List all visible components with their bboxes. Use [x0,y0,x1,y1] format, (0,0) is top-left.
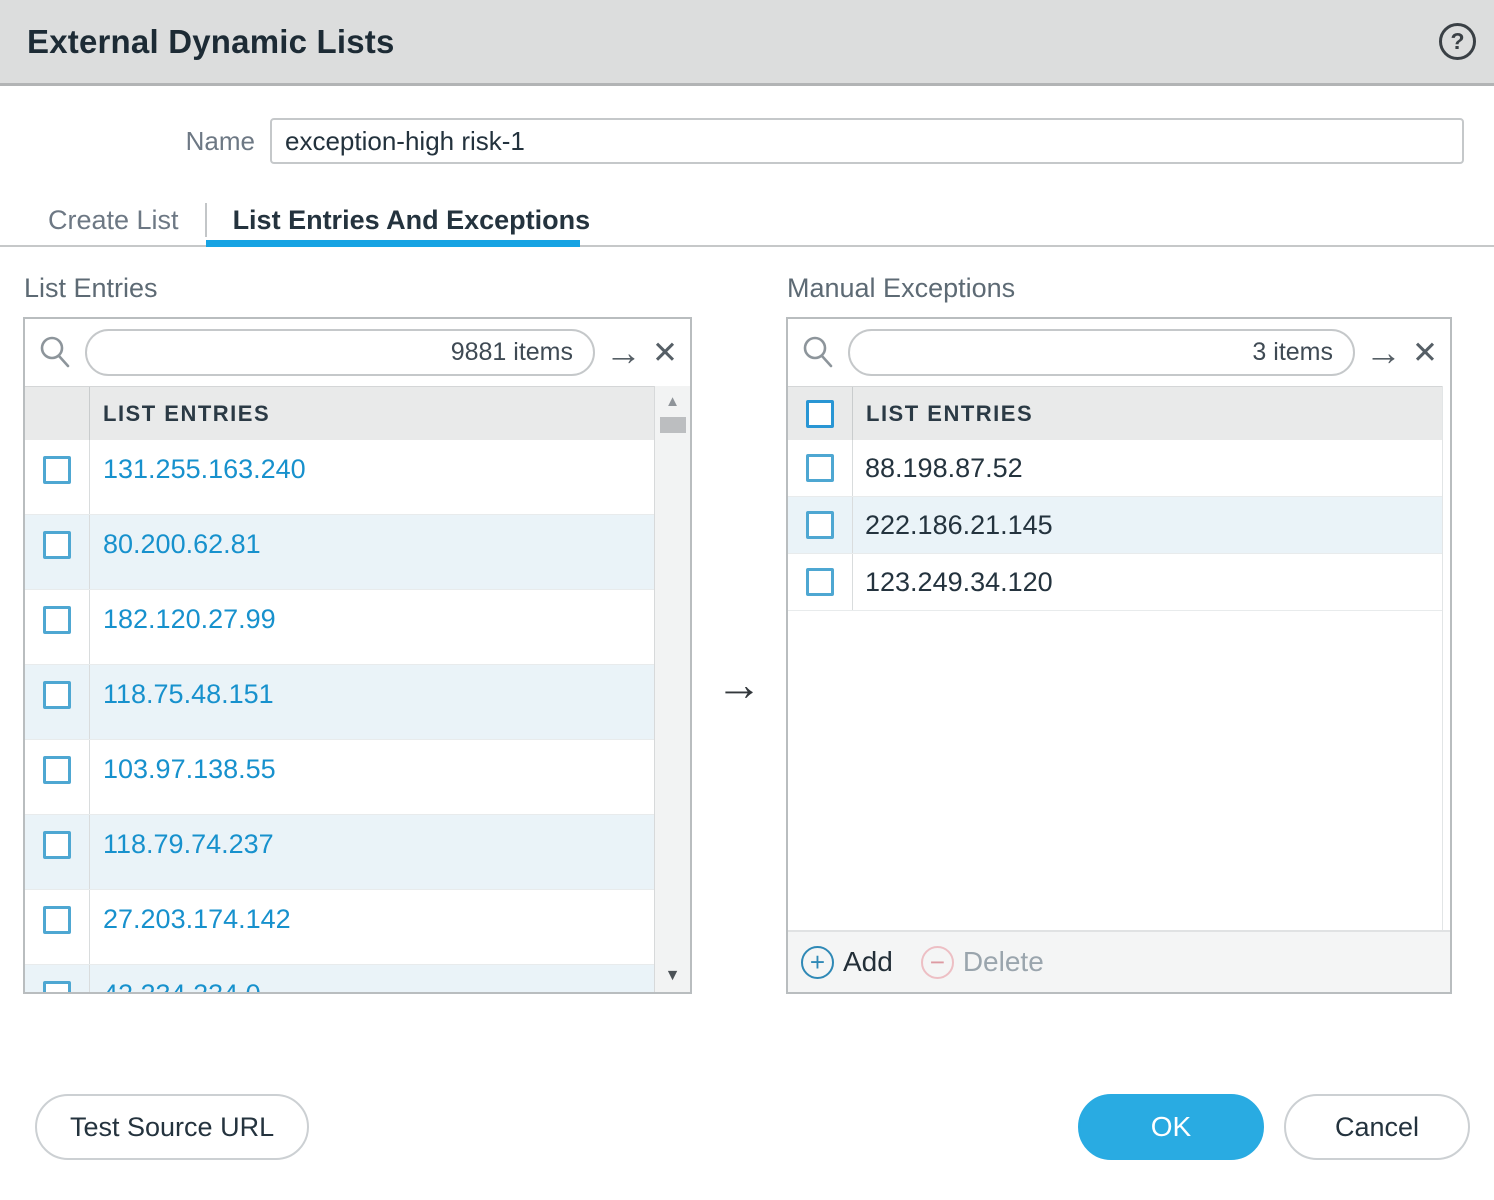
tab-list-entries-and-exceptions[interactable]: List Entries And Exceptions [233,193,591,247]
list-entry-row: 103.97.138.55 [25,740,654,815]
list-entry-value[interactable]: 103.97.138.55 [90,740,276,814]
row-checkbox[interactable] [43,831,71,859]
list-entries-rows: 131.255.163.240 80.200.62.81 182.120.27.… [25,440,654,992]
confirm-actions: OK Cancel [1078,1094,1470,1160]
exception-row: 123.249.34.120 [788,554,1442,611]
row-checkbox[interactable] [806,568,834,596]
list-entries-table: LIST ENTRIES 131.255.163.240 80.200.62.8… [25,386,690,992]
scrollbar[interactable]: ▲ ▼ [654,386,690,992]
manual-exceptions-table-main: LIST ENTRIES 88.198.87.52 222.186.21.145 [788,386,1443,930]
list-entries-heading: List Entries [24,273,692,304]
list-entry-row: 182.120.27.99 [25,590,654,665]
add-label: Add [843,946,893,978]
exception-value: 222.186.21.145 [853,510,1053,541]
panels-area: List Entries 9881 items → ✕ [23,273,1494,994]
tab-separator [205,203,207,237]
list-entry-row: 131.255.163.240 [25,440,654,515]
row-checkbox[interactable] [43,606,71,634]
list-entries-filter-field: 9881 items [85,329,595,376]
add-button[interactable]: + Add [801,946,893,979]
select-all-checkbox[interactable] [806,400,834,428]
row-checkbox[interactable] [43,906,71,934]
exception-row: 88.198.87.52 [788,440,1442,497]
name-row: Name [0,118,1494,164]
scrollbar-thumb[interactable] [660,417,686,433]
clear-filter-icon[interactable]: ✕ [652,337,678,368]
manual-exceptions-panel: 3 items → ✕ LIST ENTRIES 88.198.87.52 [786,317,1452,994]
test-source-url-button[interactable]: Test Source URL [35,1094,309,1160]
transfer-arrow-icon: → [692,273,786,994]
search-icon [37,334,75,372]
list-entries-search-row: 9881 items → ✕ [25,319,690,386]
row-checkbox[interactable] [43,981,71,992]
scroll-up-icon[interactable]: ▲ [665,394,680,409]
row-checkbox[interactable] [806,454,834,482]
row-checkbox[interactable] [806,511,834,539]
list-entry-value[interactable]: 42.234.234.0 [90,965,261,992]
ok-button[interactable]: OK [1078,1094,1264,1160]
add-icon: + [801,946,834,979]
apply-filter-icon[interactable]: → [1365,334,1402,371]
row-checkbox[interactable] [43,531,71,559]
tab-bar: Create List List Entries And Exceptions [0,193,1494,247]
list-entries-count: 9881 items [451,338,573,367]
tab-create-list[interactable]: Create List [48,205,179,236]
list-entries-panel: 9881 items → ✕ LIST ENTRIES [23,317,692,994]
manual-exceptions-count: 3 items [1252,338,1333,367]
manual-exceptions-filter-input[interactable] [870,337,1252,368]
row-checkbox[interactable] [43,456,71,484]
exception-row: 222.186.21.145 [788,497,1442,554]
dialog-titlebar: External Dynamic Lists ? [0,0,1494,86]
list-entry-value[interactable]: 118.79.74.237 [90,815,274,889]
row-checkbox[interactable] [43,681,71,709]
list-entries-table-main: LIST ENTRIES 131.255.163.240 80.200.62.8… [25,386,654,992]
manual-exceptions-section: Manual Exceptions 3 items → ✕ [786,273,1452,994]
manual-exceptions-search-row: 3 items → ✕ [788,319,1450,386]
list-entry-value[interactable]: 131.255.163.240 [90,440,306,514]
exception-value: 88.198.87.52 [853,453,1023,484]
external-dynamic-lists-dialog: External Dynamic Lists ? Name Create Lis… [0,0,1494,1160]
delete-label: Delete [963,946,1044,978]
name-label: Name [0,126,270,157]
dialog-actions: Test Source URL OK Cancel [0,1094,1494,1160]
cancel-button[interactable]: Cancel [1284,1094,1470,1160]
list-entries-header-row: LIST ENTRIES [25,386,654,440]
apply-filter-icon[interactable]: → [605,334,642,371]
list-entry-row: 27.203.174.142 [25,890,654,965]
list-entry-value[interactable]: 80.200.62.81 [90,515,261,589]
clear-filter-icon[interactable]: ✕ [1412,337,1438,368]
list-entries-column-header: LIST ENTRIES [90,401,270,427]
row-checkbox[interactable] [43,756,71,784]
manual-exceptions-footer: + Add − Delete [788,930,1450,992]
exception-value: 123.249.34.120 [853,567,1053,598]
list-entry-row: 118.75.48.151 [25,665,654,740]
list-entry-value[interactable]: 182.120.27.99 [90,590,276,664]
help-glyph: ? [1450,28,1464,55]
list-entry-value[interactable]: 27.203.174.142 [90,890,291,964]
delete-icon: − [921,946,954,979]
manual-exceptions-heading: Manual Exceptions [787,273,1452,304]
scroll-down-icon[interactable]: ▼ [665,968,681,984]
list-entries-section: List Entries 9881 items → ✕ [23,273,692,994]
list-entry-row: 118.79.74.237 [25,815,654,890]
list-entry-row: 42.234.234.0 [25,965,654,992]
list-entry-value[interactable]: 118.75.48.151 [90,665,274,739]
list-entries-filter-input[interactable] [107,337,451,368]
manual-exceptions-header-row: LIST ENTRIES [788,386,1442,440]
manual-exceptions-column-header: LIST ENTRIES [853,401,1033,427]
name-input[interactable] [270,118,1464,164]
list-entry-row: 80.200.62.81 [25,515,654,590]
manual-exceptions-filter-field: 3 items [848,329,1355,376]
help-icon[interactable]: ? [1439,23,1476,60]
search-icon [800,334,838,372]
manual-exceptions-rows: 88.198.87.52 222.186.21.145 123.249.34.1… [788,440,1442,930]
page-title: External Dynamic Lists [27,23,395,61]
delete-button[interactable]: − Delete [921,946,1044,979]
header-checkbox-cell [25,387,90,440]
